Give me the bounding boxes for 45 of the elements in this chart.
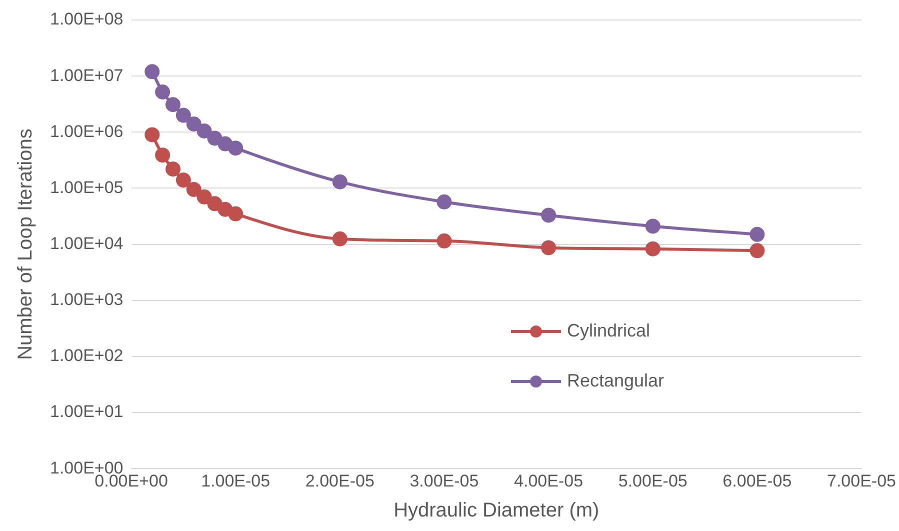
y-tick-label: 1.00E+01 (50, 402, 124, 422)
point (207, 196, 222, 212)
point (165, 162, 180, 177)
point (155, 84, 170, 100)
x-tick-label: 6.00E-05 (722, 471, 792, 490)
x-tick-label: 4.00E-05 (514, 471, 584, 490)
y-tick-label: 1.00E+02 (50, 346, 124, 366)
y-axis-title: Number of Loop Iterations (14, 128, 37, 360)
point (228, 206, 244, 222)
point (750, 243, 765, 258)
x-tick-label: 7.00E-05 (827, 471, 896, 490)
point (436, 194, 452, 210)
point (645, 218, 660, 234)
point (436, 233, 452, 248)
point (750, 226, 765, 242)
point (645, 241, 660, 256)
point (186, 116, 202, 132)
y-tick-label: 1.00E+03 (50, 290, 124, 310)
point (176, 172, 191, 188)
point (332, 231, 348, 246)
point (541, 208, 556, 223)
point (155, 148, 170, 163)
point (176, 108, 191, 123)
point (207, 130, 222, 146)
point (332, 174, 348, 190)
y-tick-label: 1.00E+04 (50, 234, 124, 253)
point (165, 97, 180, 112)
y-tick-label: 1.00E+08 (50, 10, 124, 29)
legend-label: Cylindrical (566, 320, 650, 340)
x-axis-title: Hydraulic Diameter (m) (394, 500, 600, 522)
point (228, 140, 244, 156)
x-tick-label: 2.00E-05 (305, 471, 374, 490)
point (196, 123, 212, 138)
point (144, 127, 160, 142)
x-tick-label: 5.00E-05 (618, 471, 688, 490)
y-tick-label: 1.00E+07 (50, 66, 124, 85)
point (541, 240, 556, 256)
x-tick-label: 1.00E-05 (201, 471, 270, 490)
point (196, 189, 212, 204)
x-tick-label: 3.00E-05 (410, 471, 479, 490)
y-tick-label: 1.00E+06 (50, 122, 124, 141)
point (186, 182, 202, 197)
point (144, 64, 160, 80)
y-tick-label: 1.00E+05 (50, 178, 124, 197)
legend-label: Rectangular (566, 370, 664, 390)
